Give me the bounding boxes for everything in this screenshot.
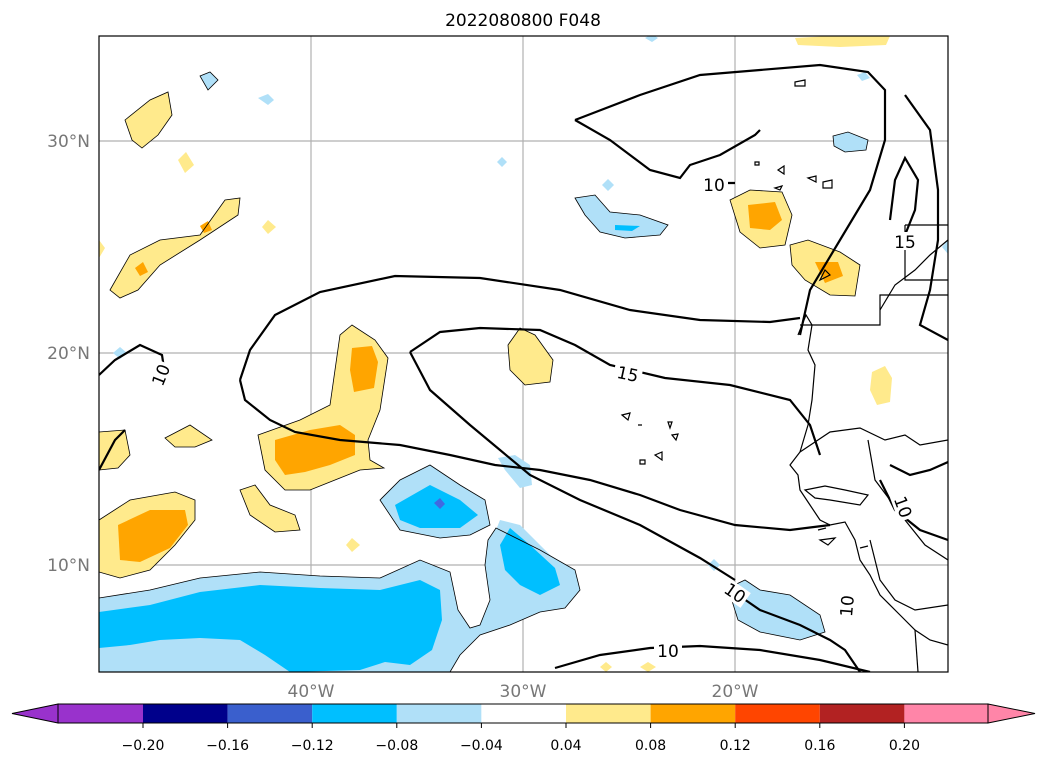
colorbar-tick-label: 0.16 — [804, 738, 835, 754]
lat-label: 30°N — [47, 132, 90, 152]
colorbar-tick-label: −0.16 — [206, 738, 249, 754]
lon-label: 40°W — [288, 682, 335, 702]
colorbar-segment — [566, 704, 651, 723]
colorbar-segment — [904, 704, 988, 723]
colorbar-tick-label: −0.20 — [122, 738, 165, 754]
latitude-labels: 30°N 20°N 10°N — [47, 132, 90, 576]
colorbar-tick-label: 0.04 — [550, 738, 581, 754]
colorbar-tick-label: −0.12 — [291, 738, 334, 754]
contour-label: 15 — [615, 363, 640, 387]
contour-label: 10 — [657, 642, 679, 662]
colorbar-segment — [481, 704, 566, 723]
lon-label: 30°W — [500, 682, 547, 702]
colorbar-tick-label: 0.20 — [889, 738, 920, 754]
colorbar-segment — [227, 704, 313, 723]
lat-label: 20°N — [47, 344, 90, 364]
figure-title: 2022080800 F048 — [445, 11, 601, 31]
colorbar-segment — [735, 704, 820, 723]
shading-outlines — [99, 71, 869, 672]
lon-label: 20°W — [712, 682, 759, 702]
colorbar-segment — [58, 704, 143, 723]
map-panel: 10 15 15 10 10 10 10 10 — [99, 36, 948, 672]
positive-shading — [99, 36, 892, 672]
contour-label: 15 — [894, 233, 916, 253]
colorbar-segment — [143, 704, 228, 723]
colorbar-tick-label: 0.08 — [635, 738, 666, 754]
contour-label: 10 — [837, 594, 859, 617]
shear-contours — [99, 63, 948, 672]
colorbar: −0.20 −0.16 −0.12 −0.08 −0.04 0.04 0.08 0.12 0.1… — [11, 703, 1036, 754]
colorbar-tick-label: −0.08 — [375, 738, 418, 754]
colorbar-extend-low — [11, 703, 59, 724]
colorbar-segment — [819, 704, 905, 723]
colorbar-extend-high — [987, 703, 1036, 724]
contour-label: 10 — [703, 176, 725, 196]
colorbar-segment — [650, 704, 736, 723]
lat-label: 10°N — [47, 556, 90, 576]
colorbar-tick-label: 0.12 — [720, 738, 751, 754]
map-frame — [98, 35, 949, 673]
colorbar-segment — [396, 704, 482, 723]
colorbar-segment — [312, 704, 397, 723]
colorbar-tick-label: −0.04 — [460, 738, 503, 754]
negative-shading — [99, 36, 948, 672]
longitude-labels: 40°W 30°W 20°W — [288, 682, 759, 702]
colorbar-outline — [57, 703, 989, 724]
